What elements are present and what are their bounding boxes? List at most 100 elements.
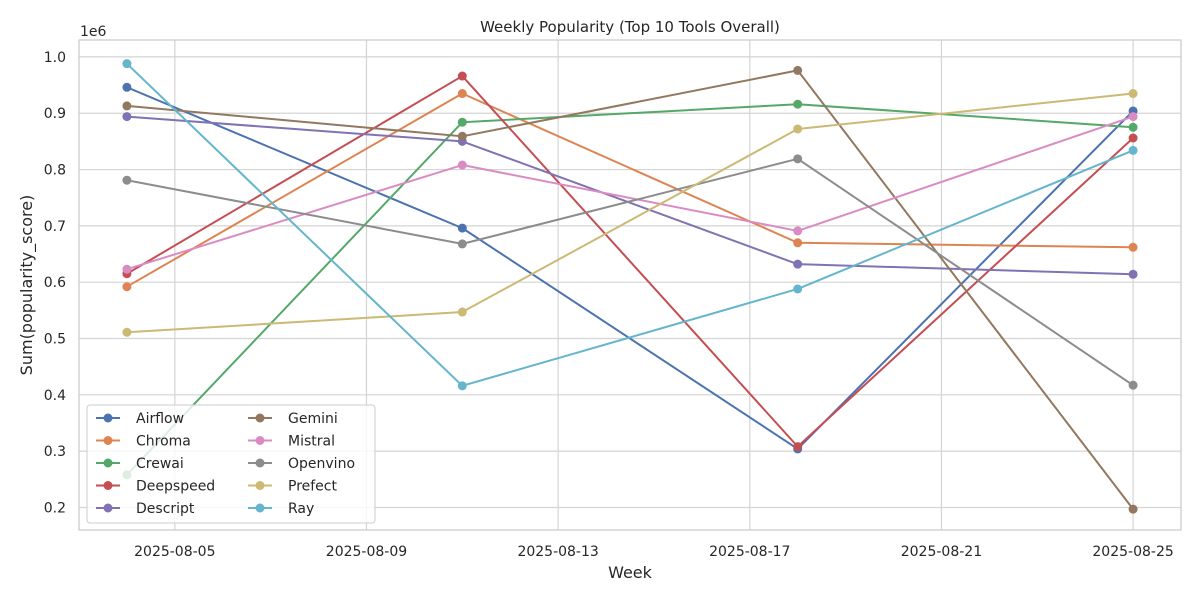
grid-lines [79,40,1181,530]
data-point [122,82,132,92]
legend-label: Deepspeed [136,479,215,495]
y-axis-label: Sum(popularity_score) [17,195,37,376]
legend-marker [255,413,265,423]
legend-label: Mistral [288,434,335,450]
series-descript [122,112,1138,279]
series-openvino [122,154,1138,390]
legend-label: Chroma [136,434,191,450]
data-point [457,131,467,141]
legend: Airflow Chroma Crewai Deepspeed Descript Gemi… [86,404,376,524]
legend-label: Descript [136,501,195,517]
legend-item-openvino: Openvino [248,456,355,472]
series-line [126,75,1134,448]
y-tick-label: 0.6 [44,275,66,291]
data-point [793,238,803,248]
data-point [1128,242,1138,252]
series-line [126,115,1134,271]
data-point [122,59,132,69]
legend-item-crewai: Crewai [96,456,184,472]
series-line [126,92,1134,334]
data-point [1128,112,1138,122]
data-point [457,160,467,170]
data-point [457,381,467,391]
legend-marker [103,413,113,423]
legend-label: Openvino [288,456,355,472]
data-point [793,226,803,236]
x-tick-label: 2025-08-17 [709,544,790,560]
series-lines [122,59,1138,514]
y-tick-label: 1.0 [44,50,66,66]
data-point [122,175,132,185]
legend-item-deepspeed: Deepspeed [96,479,215,495]
legend-marker [255,458,265,468]
series-line [126,69,1134,510]
data-point [793,154,803,164]
data-point [122,264,132,274]
data-point [1128,504,1138,514]
series-prefect [122,89,1138,337]
x-tick-label: 2025-08-25 [1092,544,1173,560]
series-line [126,115,1134,276]
series-airflow [122,82,1138,454]
series-line [126,92,1134,288]
data-point [122,101,132,111]
legend-label: Crewai [136,456,184,472]
data-point [1128,122,1138,132]
legend-label: Airflow [136,411,184,427]
legend-marker [255,481,265,490]
data-point [793,99,803,109]
legend-box [86,404,376,524]
y-tick-label: 0.7 [44,219,66,235]
x-tick-label: 2025-08-13 [517,544,598,560]
y-tick-label: 0.3 [44,444,66,460]
legend-marker [103,436,113,445]
legend-item-prefect: Prefect [248,479,337,495]
y-tick-label: 0.5 [44,332,66,348]
data-point [457,223,467,233]
data-point [1128,145,1138,155]
chart-title: Weekly Popularity (Top 10 Tools Overall) [480,18,780,36]
series-line [126,86,1134,450]
series-line [126,103,1134,476]
data-point [457,239,467,249]
legend-item-airflow: Airflow [96,411,184,427]
data-point [793,259,803,269]
legend-item-descript: Descript [96,501,195,517]
x-axis-label: Week [608,563,653,582]
data-point [122,282,132,292]
y-tick-label: 0.2 [44,500,66,516]
legend-marker [103,503,113,513]
y-offset-label: 1e6 [80,24,107,40]
series-line [126,62,1134,387]
data-point [1128,133,1138,143]
data-point [457,89,467,99]
legend-label: Gemini [288,411,338,427]
legend-marker [103,458,113,468]
data-point [122,327,132,337]
data-point [1128,89,1138,99]
data-point [457,71,467,81]
series-mistral [122,112,1138,274]
legend-item-gemini: Gemini [248,411,338,427]
data-point [122,112,132,122]
plot-frame [78,39,1182,531]
legend-item-ray: Ray [248,501,314,517]
series-line [126,157,1134,387]
data-point [457,307,467,317]
x-tick-label: 2025-08-21 [901,544,982,560]
data-point [1128,269,1138,279]
series-ray [122,59,1138,391]
data-point [793,65,803,75]
legend-marker [103,481,113,490]
series-chroma [122,89,1138,292]
legend-marker [255,503,265,513]
x-tick-label: 2025-08-09 [326,544,407,560]
legend-item-chroma: Chroma [96,434,191,450]
x-tick-label: 2025-08-05 [134,544,215,560]
y-tick-label: 0.8 [44,163,66,179]
legend-marker [255,436,265,445]
data-point [1128,380,1138,390]
tick-labels: 0.2 0.3 0.4 0.5 0.6 0.7 0.8 0.9 1.0 2025-08-05 202… [44,50,1174,560]
y-tick-label: 0.4 [44,388,66,404]
